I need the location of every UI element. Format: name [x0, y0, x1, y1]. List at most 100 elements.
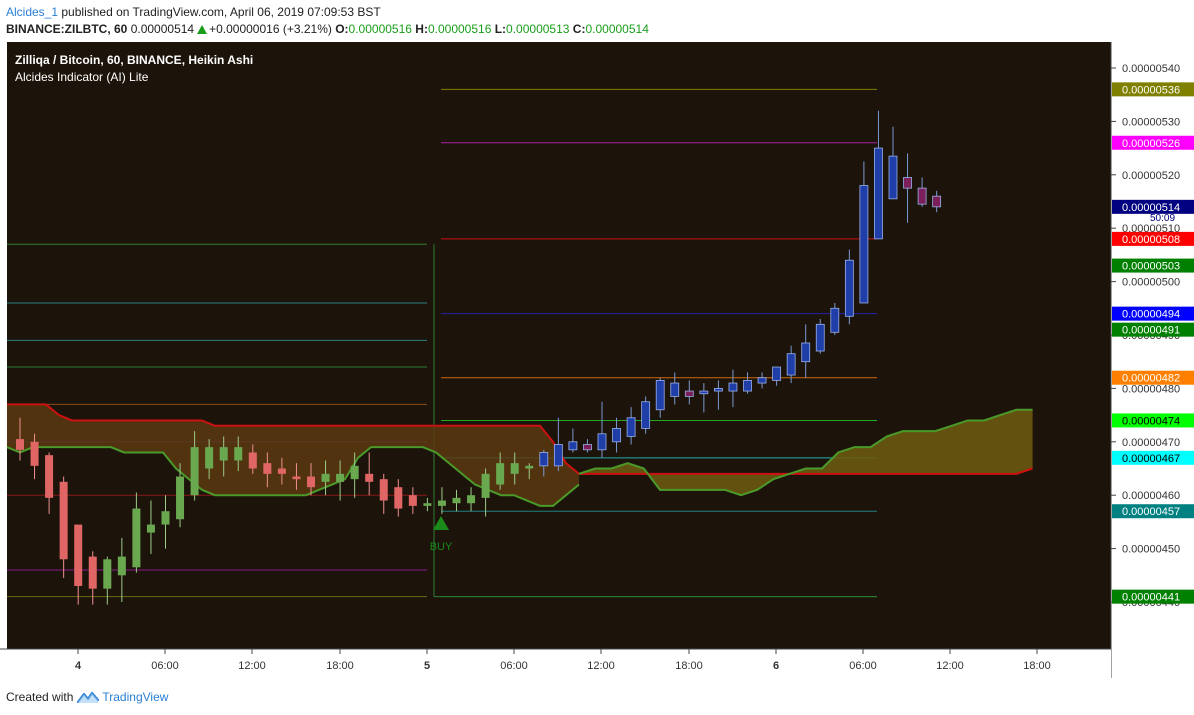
candle-body — [844, 259, 854, 317]
candle-body — [336, 473, 345, 482]
x-tick-label: 06:00 — [500, 660, 528, 672]
candle-body — [612, 428, 621, 443]
price-label-text: 0.00000536 — [1122, 84, 1180, 96]
candle-body — [539, 452, 549, 467]
price-label-badge — [1112, 589, 1194, 604]
candle-body — [408, 495, 417, 506]
published-text: published on TradingView.com, April 06, … — [61, 5, 381, 19]
candle-body — [641, 401, 651, 429]
candle-body — [263, 463, 272, 474]
candle-body — [597, 433, 607, 451]
tradingview-logo-icon — [77, 691, 100, 704]
countdown-timer: 50:09 — [1150, 213, 1175, 224]
price-label-badge — [1112, 306, 1194, 321]
candle-body — [205, 447, 214, 469]
future-cloud-upper-line — [579, 467, 1033, 475]
x-axis-ticks: 4 06:00 12:00 18:00 5 06:00 12:00 18:00 6 06:00 12… — [75, 649, 1051, 672]
candle-body — [874, 147, 883, 240]
y-tick-label: 0.00000460 — [1122, 490, 1180, 502]
candle-body — [568, 441, 578, 451]
candle-body — [176, 476, 185, 520]
x-tick-label: 06:00 — [151, 660, 179, 672]
x-tick-label: 6 — [773, 660, 779, 672]
candle-body — [219, 447, 228, 461]
candle-body — [670, 382, 680, 397]
close-label: C: — [572, 22, 586, 36]
candle-body — [553, 444, 563, 467]
low-value: 0.00000513 — [506, 22, 570, 36]
footer: Created with TradingView — [6, 690, 168, 704]
indicator-name: Alcides Indicator (AI) Lite — [15, 70, 149, 84]
price-label-badge — [1112, 450, 1194, 465]
price-label-text: 0.00000526 — [1122, 138, 1180, 150]
price-label-badge — [1112, 370, 1194, 385]
candle-body — [74, 524, 83, 586]
tradingview-brand[interactable]: TradingView — [102, 690, 169, 704]
candle-body — [743, 379, 752, 392]
y-tick-label: 0.00000470 — [1122, 437, 1180, 449]
candle-body — [772, 366, 781, 381]
high-value: 0.00000516 — [427, 22, 492, 36]
candle-body — [132, 508, 141, 568]
buy-signal-label: BUY — [430, 541, 453, 553]
candle-body — [452, 497, 461, 504]
candle-body — [117, 556, 126, 576]
candle-body — [714, 387, 723, 392]
candle-body — [481, 473, 490, 498]
candle-body — [234, 447, 243, 461]
price-labels: 0.00000536 0.00000526 0.00000514 0.00000508… — [1112, 82, 1194, 604]
candle-body — [161, 511, 170, 525]
price-label-text: 0.00000441 — [1122, 592, 1180, 604]
candle-body — [146, 524, 155, 533]
candle-body — [830, 307, 840, 333]
candle-body — [59, 481, 68, 560]
candle-body — [684, 390, 694, 397]
y-tick-label: 0.00000540 — [1122, 63, 1180, 75]
price-axis[interactable] — [1111, 42, 1194, 649]
x-tick-label: 18:00 — [326, 660, 354, 672]
future-cloud-lower-line — [578, 408, 1033, 497]
time-axis[interactable] — [0, 649, 1111, 678]
candle-body — [307, 476, 315, 488]
y-tick-label: 0.00000450 — [1122, 544, 1180, 556]
candle-body — [30, 441, 39, 466]
candle-body — [321, 473, 330, 482]
candle-body — [350, 465, 359, 480]
y-tick-label: 0.00000500 — [1122, 277, 1180, 289]
price-label-text: 0.00000482 — [1122, 373, 1180, 385]
price-label-text: 0.00000508 — [1122, 234, 1180, 246]
open-value: 0.00000516 — [348, 22, 412, 36]
last-price: 0.00000514 — [130, 22, 195, 36]
candle-body — [699, 390, 709, 395]
price-label-text: 0.00000503 — [1122, 261, 1180, 273]
x-tick-label: 12:00 — [587, 660, 615, 672]
x-tick-label: 12:00 — [238, 660, 266, 672]
candle-body — [786, 353, 796, 376]
up-arrow-icon — [197, 25, 208, 34]
candle-body — [655, 379, 665, 411]
plot-background — [7, 42, 1111, 649]
author-link[interactable]: Alcides_1 — [6, 5, 59, 19]
candle-body — [190, 447, 199, 496]
candle-body — [394, 487, 403, 509]
open-label: O: — [335, 22, 349, 36]
x-tick-label: 4 — [75, 660, 82, 672]
price-label-text: 0.00000467 — [1122, 453, 1180, 465]
buy-signal: BUY — [430, 516, 453, 553]
price-label-text: 0.00000474 — [1122, 415, 1180, 427]
x-tick-label: 18:00 — [1023, 660, 1051, 672]
price-label-text: 0.00000494 — [1122, 309, 1180, 321]
candle-body — [757, 377, 767, 384]
x-tick-label: 06:00 — [849, 660, 877, 672]
x-tick-label: 5 — [424, 660, 430, 672]
price-chart[interactable]: BUY Zilliqa / Bitcoin, 60, BINANCE, Heik… — [0, 42, 1194, 678]
candle-body — [932, 195, 942, 208]
y-tick-label: 0.00000530 — [1122, 116, 1180, 128]
candle-body — [16, 439, 24, 450]
price-label-badge — [1112, 231, 1194, 246]
candle-body — [903, 177, 912, 189]
x-tick-label: 12:00 — [936, 660, 964, 672]
candle-body — [626, 417, 636, 437]
candle-body — [103, 559, 112, 589]
price-label-text: 0.00000491 — [1122, 325, 1180, 337]
